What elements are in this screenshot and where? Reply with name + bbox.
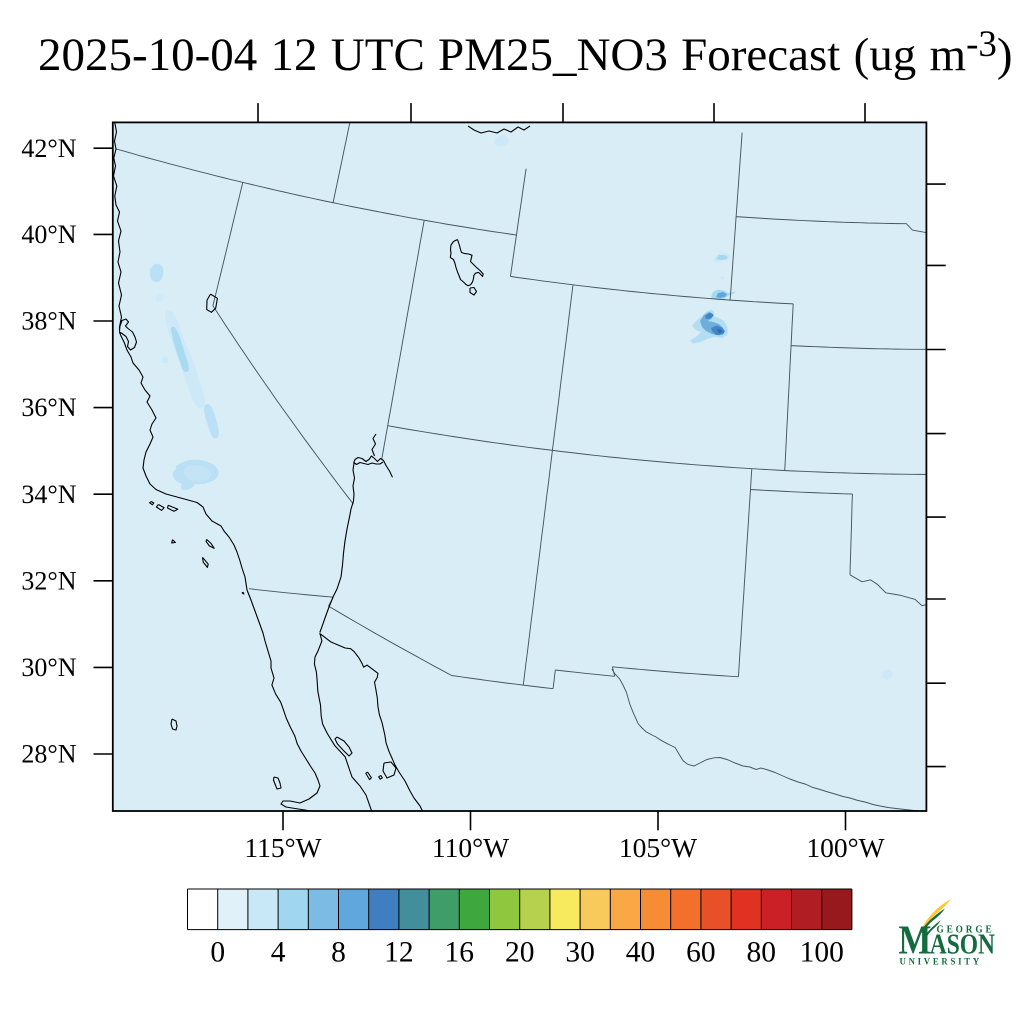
svg-text:115°W: 115°W <box>244 832 321 863</box>
svg-text:110°W: 110°W <box>432 832 509 863</box>
svg-text:28°N: 28°N <box>21 740 76 769</box>
svg-text:60: 60 <box>686 937 716 969</box>
svg-text:GEORGE: GEORGE <box>937 924 995 935</box>
svg-text:30°N: 30°N <box>21 653 76 682</box>
svg-text:36°N: 36°N <box>21 393 76 422</box>
svg-text:30: 30 <box>565 937 595 969</box>
svg-text:34°N: 34°N <box>21 480 76 509</box>
svg-text:UNIVERSITY: UNIVERSITY <box>900 956 982 966</box>
svg-text:40: 40 <box>626 937 656 969</box>
svg-text:38°N: 38°N <box>21 307 76 336</box>
svg-text:80: 80 <box>747 937 777 969</box>
svg-text:20: 20 <box>505 937 535 969</box>
svg-text:40°N: 40°N <box>21 220 76 249</box>
svg-text:100°W: 100°W <box>806 832 884 863</box>
svg-text:16: 16 <box>445 937 475 969</box>
svg-text:0: 0 <box>210 937 225 969</box>
svg-text:8: 8 <box>331 937 346 969</box>
svg-text:2025-10-04 12 UTC PM25_NO3 For: 2025-10-04 12 UTC PM25_NO3 Forecast (ug … <box>38 24 1013 81</box>
svg-text:12: 12 <box>384 937 414 969</box>
svg-text:42°N: 42°N <box>21 134 76 163</box>
svg-text:32°N: 32°N <box>21 566 76 595</box>
svg-text:100: 100 <box>800 937 844 969</box>
svg-text:105°W: 105°W <box>619 832 697 863</box>
svg-text:4: 4 <box>271 937 286 969</box>
